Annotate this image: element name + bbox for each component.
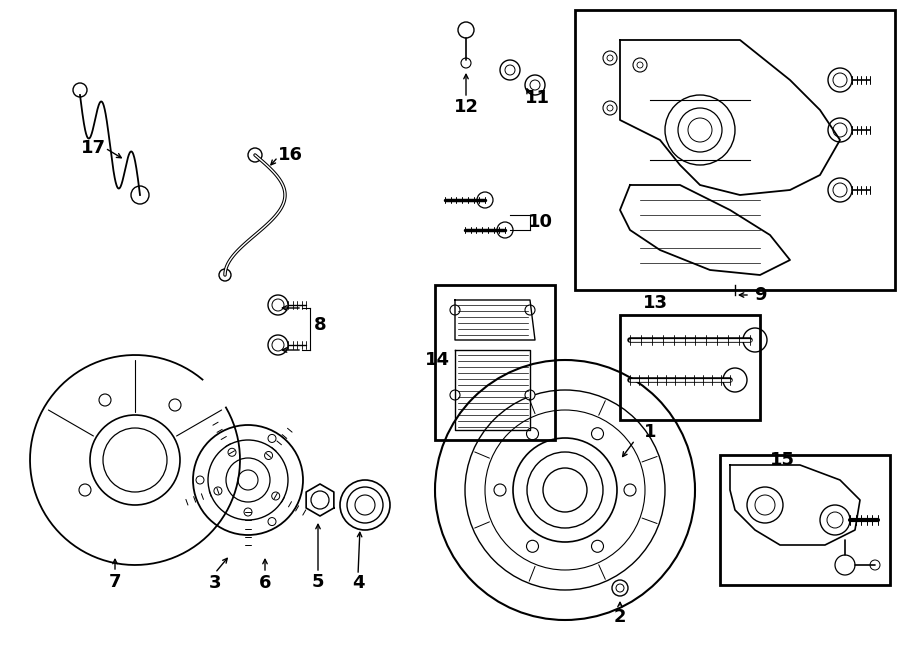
- Text: 9: 9: [754, 286, 766, 304]
- Text: 4: 4: [352, 574, 365, 592]
- Text: 16: 16: [277, 146, 302, 164]
- Circle shape: [450, 390, 460, 400]
- Text: 5: 5: [311, 573, 324, 591]
- Text: 13: 13: [643, 294, 668, 312]
- Text: 8: 8: [314, 316, 327, 334]
- Bar: [720, 455, 890, 585]
- Bar: [575, 10, 895, 290]
- Circle shape: [525, 305, 535, 315]
- Circle shape: [450, 305, 460, 315]
- Text: 6: 6: [259, 574, 271, 592]
- Text: 3: 3: [209, 574, 221, 592]
- Bar: [435, 285, 555, 440]
- Circle shape: [525, 390, 535, 400]
- Text: 2: 2: [614, 608, 626, 626]
- Text: 15: 15: [770, 451, 795, 469]
- Bar: [620, 315, 760, 420]
- Text: 11: 11: [525, 89, 550, 107]
- Text: 10: 10: [527, 213, 553, 231]
- Text: 12: 12: [454, 98, 479, 116]
- Text: 1: 1: [644, 423, 656, 441]
- Text: 7: 7: [109, 573, 122, 591]
- Text: 17: 17: [80, 139, 105, 157]
- Text: 14: 14: [425, 351, 449, 369]
